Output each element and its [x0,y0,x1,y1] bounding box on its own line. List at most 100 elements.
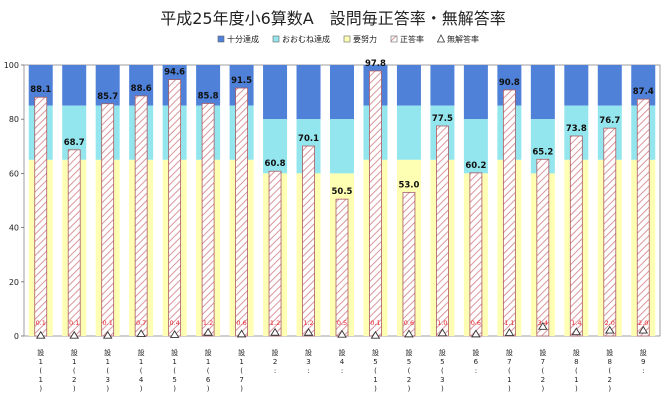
category-group: 91.5 0.6 設 1(7) [229,65,254,393]
category-group: 87.4 2.0 設 9: [631,65,656,375]
bar-seitouritsu [536,158,550,337]
category-group: 90.8 1.1 設 7(1) [497,65,522,393]
bar-seitouritsu [201,103,215,337]
chart-title: 平成25年度小6算数A 設問毎正答率・無解答率 [160,9,506,28]
noanswer-label: 0.5 [337,319,347,327]
value-label: 77.5 [432,114,453,124]
noanswer-marker [203,327,213,336]
band-juubun [330,65,354,120]
value-label: 90.8 [499,78,520,88]
band-juubun [463,65,488,120]
band-juubun [28,65,53,106]
category-label: 設 5(2) [405,348,412,393]
legend-item: 無解答率 [436,34,479,44]
noanswer-label: 2.0 [638,319,648,327]
band-juubun [62,65,87,106]
bar-seitouritsu [569,135,583,337]
plot-area: 0 20 40 60 80 100 88.1 0.1 設 1(1) 68.7 0.1 設 1(2) 85.7… [4,59,661,393]
noanswer-label: 1.0 [437,319,447,327]
legend-swatch [436,34,446,43]
noanswer-marker [337,329,347,338]
category-group: 60.2 0.6 設 6: [463,65,488,375]
noanswer-label: 0.1 [370,319,380,327]
bar-seitouritsu [302,145,315,337]
category-label: 設 1(6) [205,348,212,393]
category-group: 97.8 0.1 設 5(1) [363,59,388,393]
legend-label: おおむね達成 [282,34,330,44]
noanswer-marker [303,327,314,336]
legend-label: 正答率 [400,34,424,44]
y-tick-label: 100 [4,61,19,70]
category-group: 85.8 1.2 設 1(6) [196,65,221,393]
bar-seitouritsu [335,198,349,337]
bar-seitouritsu [402,191,416,337]
category-group: 94.6 0.4 設 1(5) [162,65,187,393]
bar-seitouritsu [101,103,115,337]
value-label: 65.2 [532,147,553,157]
category-group: 73.8 1.4 設 8(1) [564,65,589,393]
y-tick-label: 20 [9,278,19,287]
noanswer-marker [571,327,582,336]
band-juubun [430,65,455,106]
category-label: 設 5(3) [439,348,446,393]
category-group: 60.8 1.2 設 2: [263,65,288,375]
bar-seitouritsu [603,127,617,337]
noanswer-label: 1.2 [303,319,313,327]
legend-item: 十分達成 [217,34,259,44]
category-label: 設 7(1) [506,348,513,393]
category-group: 70.1 1.2 設 3: [296,65,321,375]
value-label: 88.1 [30,85,51,95]
noanswer-label: 2.0 [605,319,615,327]
category-group: 85.7 0.1 設 1(3) [95,65,120,393]
noanswer-marker [102,330,113,339]
band-oomune [330,119,354,174]
noanswer-marker [638,325,649,334]
bar-seitouritsu [134,95,148,337]
value-label: 60.8 [265,159,286,169]
bar-seitouritsu [369,70,382,337]
noanswer-label: 0.1 [36,319,46,327]
legend-item: 要努力 [343,34,377,44]
noanswer-label: 0.7 [136,319,146,327]
band-juubun [95,65,120,106]
category-group: 77.5 1.0 設 5(3) [430,65,455,393]
value-label: 97.8 [365,59,386,69]
y-tick-label: 40 [9,224,19,233]
y-tick-label: 0 [14,332,19,341]
category-label: 設 1(7) [238,348,245,393]
legend-label: 十分達成 [227,34,259,44]
noanswer-marker [471,329,481,338]
bar-seitouritsu [268,170,282,337]
category-label: 設 1(2) [71,348,78,393]
value-label: 85.7 [97,92,118,102]
bar-seitouritsu [502,89,516,337]
category-label: 設 1(1) [37,348,44,393]
category-label: 設 1(4) [138,348,145,393]
noanswer-label: 1.2 [203,319,213,327]
band-juubun [396,65,421,106]
band-juubun [196,65,221,106]
legend-item: おおむね達成 [272,34,330,44]
category-group: 53.0 0.6 設 5(2) [396,65,421,393]
bar-seitouritsu [67,149,81,337]
category-label: 設 8(2) [606,348,613,393]
value-label: 50.5 [332,187,353,197]
category-label: 設 8(1) [573,348,580,393]
band-juubun [597,65,622,106]
category-group: 65.23.4設7(2) [530,65,555,393]
category-group: 68.7 0.1 設 1(2) [62,65,87,393]
band-juubun [530,65,555,120]
noanswer-label: 0.6 [236,319,246,327]
value-label: 91.5 [231,76,252,86]
noanswer-label: 1.4 [571,319,581,327]
category-group: 76.7 2.0 設 8(2) [597,65,622,393]
band-juubun [564,65,589,106]
noanswer-marker [169,330,180,338]
noanswer-label: 0.1 [69,319,79,327]
value-label: 76.7 [599,116,620,126]
band-oomune [263,119,288,174]
